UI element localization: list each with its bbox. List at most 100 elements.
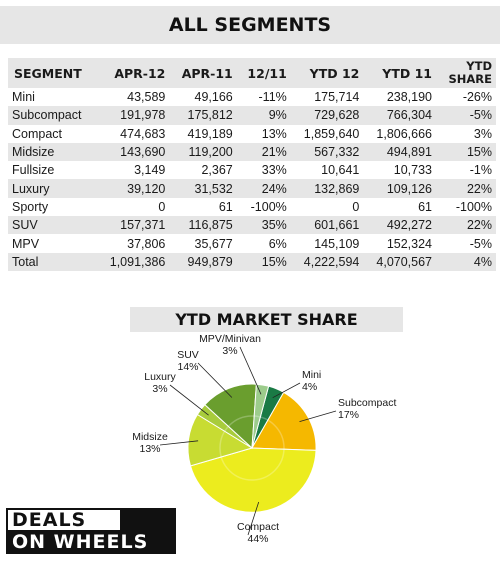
- slice-label: Midsize: [132, 431, 168, 443]
- table-row: Luxury 39,120 31,532 24% 132,869 109,126 22%: [8, 179, 496, 198]
- table-row: Total 1,091,386 949,879 15% 4,222,594 4,070,5…: [8, 252, 496, 271]
- value-cell: 729,628: [290, 106, 364, 125]
- value-cell: 949,879: [169, 252, 237, 271]
- slice-label: Luxury: [144, 371, 176, 383]
- pie-slice-suv: [204, 383, 257, 450]
- value-cell: 6%: [268, 236, 287, 251]
- value-cell: 238,190: [386, 90, 432, 105]
- value-cell: 22%: [436, 179, 496, 198]
- segment-name-cell: SUV: [8, 216, 97, 235]
- value-cell: -5%: [436, 106, 496, 125]
- leader-line: [239, 346, 262, 395]
- col-header: SEGMENT: [8, 58, 97, 88]
- value-cell: 191,978: [96, 106, 170, 125]
- col-header: APR-12: [96, 58, 170, 88]
- value-cell: 9%: [236, 106, 291, 125]
- value-cell: 39,120: [96, 179, 170, 198]
- value-cell: 1,806,666: [376, 126, 432, 141]
- value-cell: 33%: [261, 163, 287, 178]
- segments-table: SEGMENT APR-12 APR-11 12/11 YTD 12 YTD 1…: [8, 58, 496, 271]
- value-cell: 4%: [436, 252, 496, 271]
- segment-name-cell: Sporty: [12, 199, 49, 214]
- pie-slice-midsize: [187, 413, 254, 467]
- value-cell: 24%: [236, 179, 291, 198]
- value-cell: 157,371: [96, 216, 170, 235]
- segment-name-cell: Luxury: [8, 179, 97, 198]
- segment-name-cell: Fullsize: [12, 163, 55, 178]
- value-cell: 567,332: [290, 142, 364, 162]
- pie-slice-subcompact: [251, 391, 317, 451]
- table-row: Midsize 143,690 119,200 21% 567,332 494,891 15…: [8, 142, 496, 162]
- value-cell: 10,641: [321, 163, 360, 178]
- value-cell: 109,126: [363, 179, 436, 198]
- table-row: Compact 474,683 419,189 13% 1,859,640 1,806,6…: [8, 125, 496, 143]
- value-cell: 15%: [436, 142, 496, 162]
- table-row: MPV 37,806 35,677 6% 145,109 152,324 -5%: [8, 234, 496, 252]
- value-cell: 35,677: [194, 236, 233, 251]
- value-cell: 61: [218, 199, 233, 214]
- slice-value: 14%: [177, 361, 198, 373]
- slice-value: 3%: [152, 383, 167, 395]
- value-cell: -100%: [455, 199, 492, 214]
- value-cell: 119,200: [169, 142, 237, 162]
- value-cell: 419,189: [187, 126, 233, 141]
- value-cell: 143,690: [96, 142, 170, 162]
- value-cell: 15%: [236, 252, 291, 271]
- value-cell: 116,875: [169, 216, 237, 235]
- table-header-row: SEGMENT APR-12 APR-11 12/11 YTD 12 YTD 1…: [8, 58, 496, 88]
- logo-line-2: ON WHEELS: [12, 531, 149, 553]
- segment-name-cell: Compact: [12, 126, 63, 141]
- value-cell: 10,733: [393, 163, 432, 178]
- pie-slice-compact: [189, 447, 317, 513]
- value-cell: 37,806: [127, 236, 166, 251]
- segment-name-cell: Subcompact: [8, 106, 97, 125]
- value-cell: 1,091,386: [96, 252, 170, 271]
- segment-name-cell: Midsize: [8, 142, 97, 162]
- value-cell: 22%: [436, 216, 496, 235]
- value-cell: 61: [418, 199, 432, 214]
- leader-line: [169, 384, 209, 416]
- table-row: Mini 43,589 49,166 -11% 175,714 238,190 -26%: [8, 88, 496, 106]
- logo-line-1: DEALS: [8, 510, 120, 530]
- value-cell: 474,683: [120, 126, 166, 141]
- segment-name-cell: MPV: [12, 236, 40, 251]
- slice-label: SUV: [177, 349, 199, 361]
- value-cell: 2,367: [201, 163, 233, 178]
- value-cell: 175,714: [314, 90, 360, 105]
- value-cell: 494,891: [363, 142, 436, 162]
- table-row: Subcompact 191,978 175,812 9% 729,628 766,304…: [8, 106, 496, 125]
- value-cell: 3%: [473, 126, 492, 141]
- value-cell: 766,304: [363, 106, 436, 125]
- table-row: SUV 157,371 116,875 35% 601,661 492,272 22%: [8, 216, 496, 235]
- value-cell: 4,222,594: [290, 252, 364, 271]
- value-cell: 1,859,640: [303, 126, 360, 141]
- table-row: Fullsize 3,149 2,367 33% 10,641 10,733 -1%: [8, 161, 496, 179]
- slice-label: Subcompact: [338, 397, 396, 409]
- all-segments-title: ALL SEGMENTS: [0, 6, 500, 44]
- col-header: YTD 11: [363, 58, 436, 88]
- col-header: APR-11: [169, 58, 237, 88]
- slice-value: 17%: [338, 409, 359, 421]
- col-header: YTD SHARE: [436, 58, 496, 88]
- leader-line: [299, 410, 337, 422]
- leader-line: [159, 440, 199, 446]
- segment-name-cell: Mini: [12, 90, 35, 105]
- value-cell: 31,532: [169, 179, 237, 198]
- value-cell: 43,589: [127, 90, 166, 105]
- value-cell: -26%: [462, 90, 492, 105]
- value-cell: 601,661: [290, 216, 364, 235]
- value-cell: 145,109: [314, 236, 360, 251]
- leader-line: [197, 362, 233, 398]
- slice-value: 4%: [302, 381, 317, 393]
- value-cell: 4,070,567: [363, 252, 436, 271]
- slice-value: 13%: [139, 443, 160, 455]
- value-cell: 0: [158, 199, 166, 214]
- value-cell: -5%: [469, 236, 492, 251]
- value-cell: 49,166: [194, 90, 233, 105]
- market-share-title: YTD MARKET SHARE: [130, 307, 403, 332]
- value-cell: -11%: [258, 90, 287, 105]
- value-cell: 175,812: [169, 106, 237, 125]
- slice-label: Compact: [237, 521, 279, 533]
- slice-value: 3%: [222, 345, 237, 357]
